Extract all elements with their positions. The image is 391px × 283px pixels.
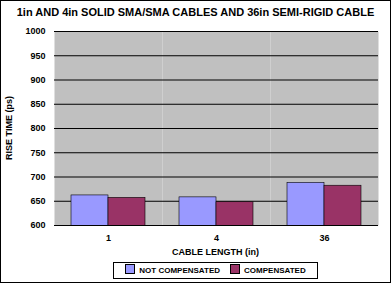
svg-text:950: 950 <box>30 51 45 61</box>
html-text:1in AND 4in SOLID SMA/SMA CABL: 1in AND 4in SOLID SMA/SMA CABLES AND 36i… <box>16 6 375 18</box>
svg-text:600: 600 <box>30 220 45 230</box>
html-text:RISE TIME (ps): RISE TIME (ps) <box>4 96 14 160</box>
svg-text:1: 1 <box>106 233 111 243</box>
svg-text:850: 850 <box>30 99 45 109</box>
html-text:COMPENSATED: COMPENSATED <box>244 266 306 275</box>
html-text:CABLE LENGTH (in): CABLE LENGTH (in) <box>172 247 259 257</box>
svg-text:700: 700 <box>30 172 45 182</box>
svg-text:36: 36 <box>319 233 329 243</box>
svg-text:650: 650 <box>30 196 45 206</box>
svg-text:4: 4 <box>214 233 219 243</box>
svg-text:750: 750 <box>30 148 45 158</box>
svg-text:1000: 1000 <box>25 26 45 36</box>
html-text:NOT COMPENSATED: NOT COMPENSATED <box>139 266 220 275</box>
svg-text:900: 900 <box>30 75 45 85</box>
svg-text:800: 800 <box>30 123 45 133</box>
